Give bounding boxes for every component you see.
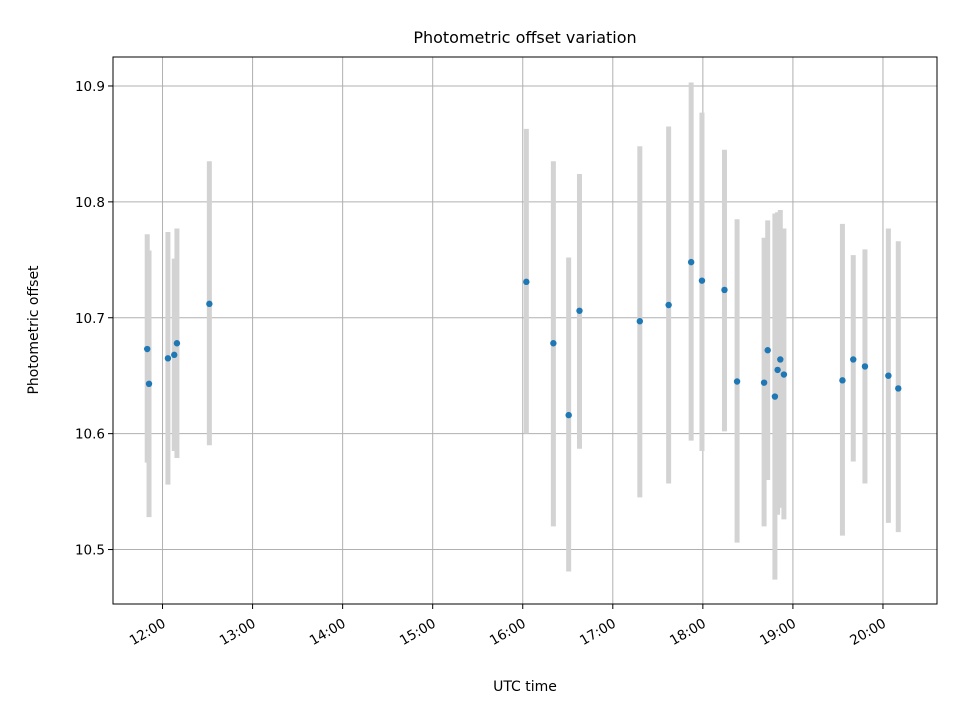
data-point [839,377,846,384]
data-point [850,356,857,363]
data-point [885,372,892,379]
y-axis-ticks: 10.5 10.6 10.7 10.8 10.9 [75,79,113,559]
data-point [164,355,172,362]
data-point [144,345,151,353]
data-point [861,363,869,370]
x-axis-label: UTC time [493,679,557,695]
y-axis-label: Photometric offset [26,265,42,395]
y-tick-label: 10.8 [75,195,105,211]
data-point [565,411,572,419]
data-point [523,278,530,286]
data-point [145,380,153,388]
plot-frame [112,56,938,605]
y-tick-label: 10.5 [75,543,105,559]
y-tick-label: 10.7 [75,311,105,327]
chart-title: Photometric offset variation [413,28,636,47]
data-point [698,277,706,284]
data-point [636,318,644,325]
data-point [206,300,213,308]
data-point [171,351,178,359]
data-point [771,393,779,400]
data-point [665,301,672,309]
data-point [550,340,557,347]
data-point [173,340,181,347]
data-point [760,379,768,386]
data-point [687,258,695,266]
y-tick-label: 10.9 [75,79,105,95]
data-points [144,258,902,419]
data-point [576,307,583,314]
data-point [895,385,902,392]
data-point [721,286,728,294]
data-point [733,378,741,385]
data-point [777,356,784,363]
data-point [780,371,788,378]
data-point [774,366,781,374]
y-tick-label: 10.6 [75,427,105,443]
data-point [764,347,771,354]
